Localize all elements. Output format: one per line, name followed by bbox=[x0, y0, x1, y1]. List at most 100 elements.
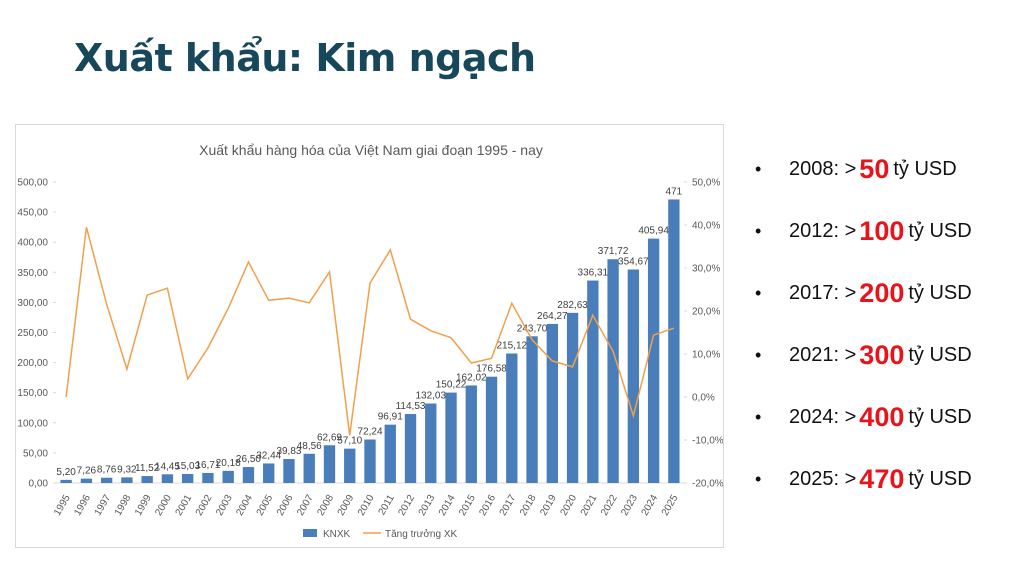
value-label: 72,24 bbox=[357, 427, 382, 438]
bar bbox=[465, 385, 477, 483]
x-tick-label: 2009 bbox=[336, 493, 357, 518]
bar bbox=[566, 312, 579, 483]
x-tick-label: 2022 bbox=[599, 493, 620, 518]
bullet-unit: tỷ USD bbox=[908, 281, 972, 304]
bullet-amount: 50 bbox=[859, 153, 890, 184]
bar bbox=[222, 470, 234, 483]
x-tick-label: 1996 bbox=[72, 493, 93, 518]
x-tick-label: 2018 bbox=[518, 493, 539, 518]
y2-tick-label: -10,0% bbox=[692, 436, 723, 447]
bullet-amount: 470 bbox=[859, 463, 905, 494]
value-label: 162,02 bbox=[456, 372, 487, 383]
value-label: 354,67 bbox=[618, 256, 649, 267]
x-tick-label: 2000 bbox=[153, 493, 174, 518]
legend-label: KNXK bbox=[323, 529, 351, 540]
x-tick-label: 2015 bbox=[457, 493, 478, 518]
bar bbox=[141, 476, 153, 483]
bar bbox=[404, 414, 417, 483]
line bbox=[65, 227, 675, 436]
bar bbox=[587, 280, 599, 483]
value-label: 282,63 bbox=[557, 300, 588, 311]
slide-title: Xuất khẩu: Kim ngạch bbox=[74, 36, 536, 80]
x-tick-label: 2010 bbox=[356, 493, 377, 518]
bar bbox=[161, 474, 174, 483]
value-label: 32,44 bbox=[256, 450, 281, 461]
y-tick-label: 50,00 bbox=[23, 448, 48, 459]
y-tick-label: 0,00 bbox=[29, 479, 49, 490]
bar bbox=[323, 445, 336, 483]
bullet-amount: 400 bbox=[859, 401, 905, 432]
value-label: 9,32 bbox=[117, 464, 137, 475]
value-label: 371,72 bbox=[598, 246, 629, 257]
x-tick-label: 2014 bbox=[437, 493, 458, 518]
bullet-prefix: 2017: > bbox=[789, 281, 857, 304]
y-tick-label: 200,00 bbox=[17, 358, 48, 369]
x-tick-label: 2025 bbox=[660, 493, 681, 518]
value-label: 336,31 bbox=[578, 268, 609, 279]
chart-frame: Xuất khẩu hàng hóa của Việt Nam giai đoạ… bbox=[15, 124, 724, 548]
value-label: 48,56 bbox=[297, 441, 322, 452]
value-label: 20,18 bbox=[216, 458, 241, 469]
bullet-amount: 200 bbox=[859, 277, 905, 308]
bar bbox=[627, 269, 640, 483]
x-tick-label: 2024 bbox=[640, 493, 661, 518]
y-tick-label: 350,00 bbox=[17, 268, 48, 279]
x-tick-label: 1997 bbox=[93, 493, 114, 518]
x-tick-label: 1998 bbox=[113, 493, 134, 518]
bar bbox=[121, 477, 133, 483]
x-tick-label: 2011 bbox=[377, 493, 397, 518]
bar bbox=[242, 467, 255, 483]
bullet-prefix: 2012: > bbox=[789, 219, 857, 242]
x-tick-label: 2003 bbox=[214, 493, 235, 518]
bar bbox=[202, 472, 214, 483]
x-tick-label: 2001 bbox=[174, 493, 195, 518]
y2-tick-label: 20,0% bbox=[692, 307, 720, 318]
bar bbox=[364, 439, 376, 483]
y2-tick-label: -20,0% bbox=[692, 479, 723, 490]
x-tick-label: 2013 bbox=[417, 493, 438, 518]
bar bbox=[182, 473, 194, 483]
value-label: 5,20 bbox=[56, 467, 76, 478]
value-label: 264,27 bbox=[537, 311, 568, 322]
x-tick-label: 2005 bbox=[255, 493, 276, 518]
bullet-unit: tỷ USD bbox=[908, 405, 972, 428]
bullet-amount: 100 bbox=[859, 215, 905, 246]
value-label: 243,70 bbox=[517, 323, 548, 334]
value-label: 405,94 bbox=[638, 226, 669, 237]
x-tick-label: 2012 bbox=[396, 493, 417, 518]
bullet-prefix: 2008: > bbox=[789, 157, 857, 180]
x-tick-label: 2023 bbox=[619, 493, 640, 518]
y-tick-label: 450,00 bbox=[17, 208, 48, 219]
x-tick-label: 2016 bbox=[477, 493, 498, 518]
y-tick-label: 100,00 bbox=[17, 418, 48, 429]
y2-tick-label: 50,0% bbox=[692, 178, 720, 189]
bar bbox=[607, 259, 619, 483]
y2-tick-label: 0,0% bbox=[692, 393, 715, 404]
y-tick-label: 150,00 bbox=[17, 388, 48, 399]
value-label: 132,03 bbox=[415, 391, 446, 402]
x-tick-label: 1995 bbox=[52, 493, 73, 518]
value-label: 11,52 bbox=[135, 463, 160, 474]
value-label: 14,45 bbox=[155, 461, 180, 472]
value-label: 7,26 bbox=[77, 466, 97, 477]
bar bbox=[283, 459, 295, 483]
bar bbox=[384, 424, 396, 483]
x-tick-label: 1999 bbox=[133, 493, 154, 518]
value-label: 57,10 bbox=[337, 436, 362, 447]
x-tick-label: 2021 bbox=[579, 493, 600, 518]
bar bbox=[485, 376, 498, 483]
x-tick-label: 2020 bbox=[559, 493, 580, 518]
value-label: 8,76 bbox=[97, 465, 117, 476]
x-tick-label: 2007 bbox=[295, 493, 316, 518]
bar bbox=[344, 448, 356, 483]
value-label: 176,58 bbox=[476, 364, 507, 375]
y-tick-label: 400,00 bbox=[17, 238, 48, 249]
bullet-prefix: 2021: > bbox=[789, 343, 857, 366]
